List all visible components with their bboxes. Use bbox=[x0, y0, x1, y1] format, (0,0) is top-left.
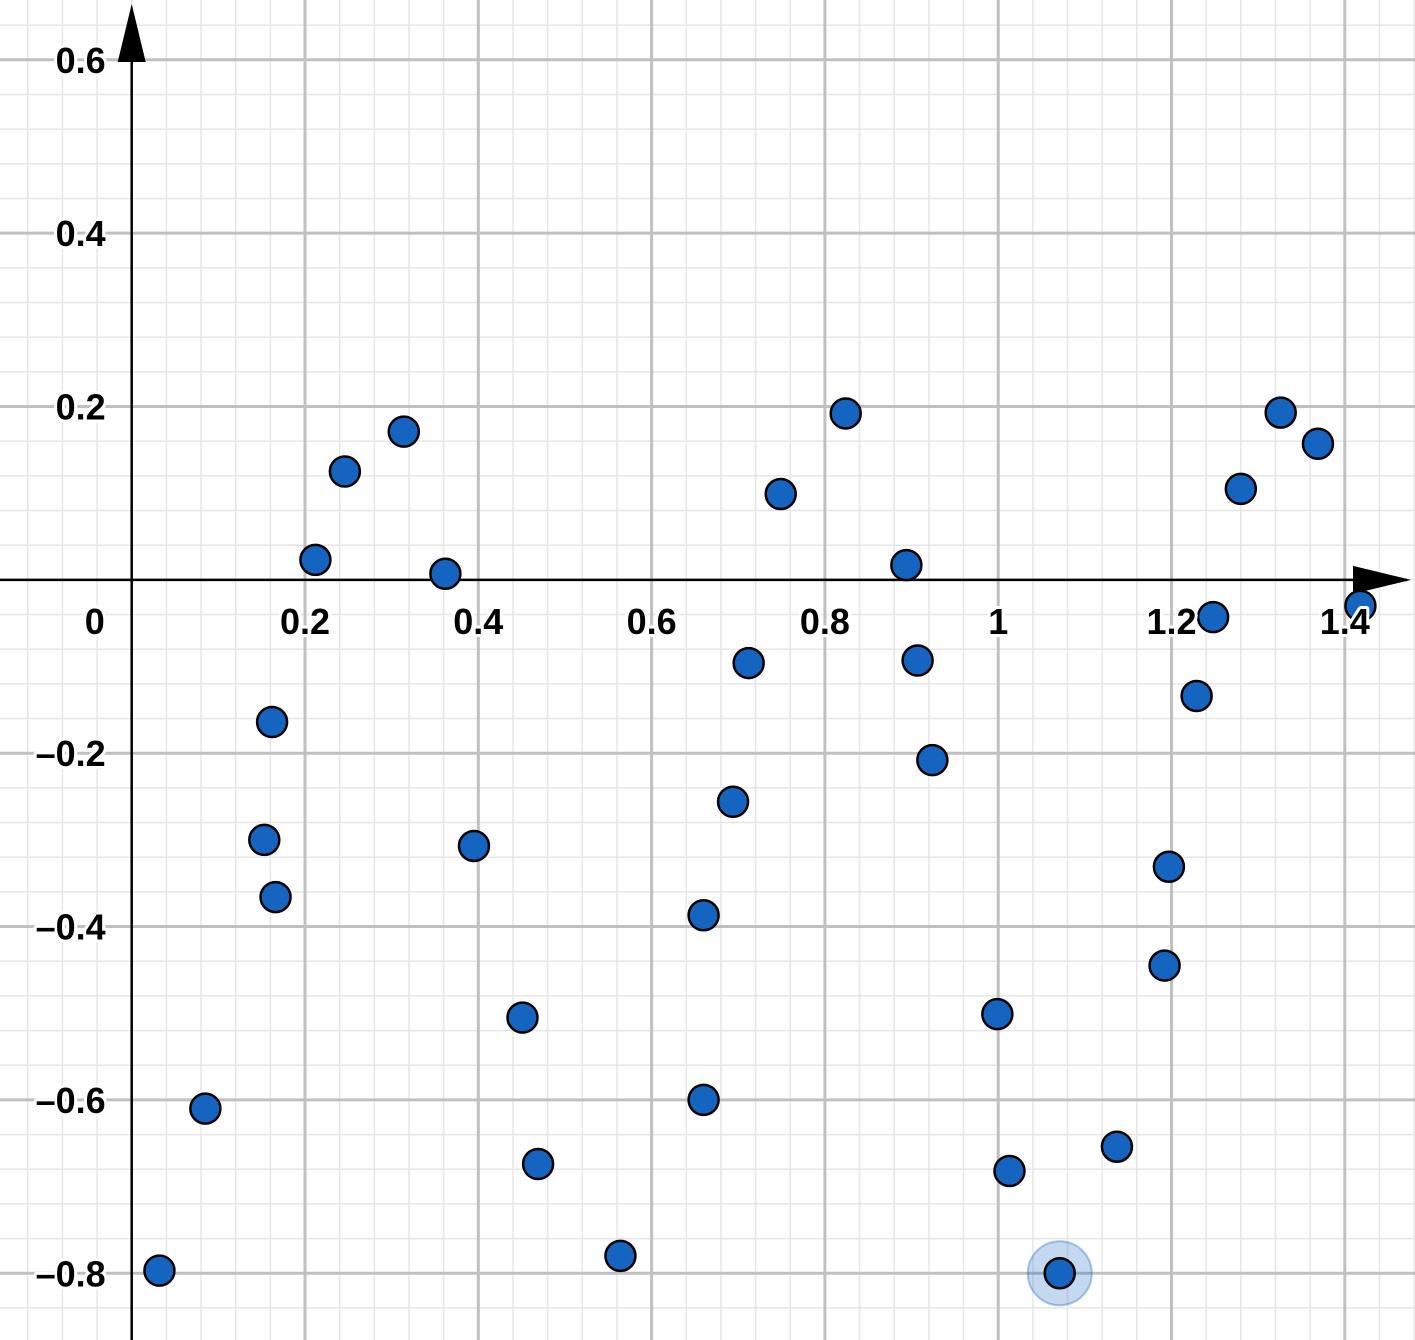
x-tick-label: 0.2 bbox=[280, 601, 330, 642]
point[interactable] bbox=[1301, 427, 1335, 461]
point[interactable] bbox=[1100, 1130, 1134, 1163]
point[interactable] bbox=[1224, 472, 1258, 506]
point[interactable] bbox=[916, 743, 949, 777]
point[interactable] bbox=[687, 899, 720, 932]
x-tick-label: 0.8 bbox=[800, 601, 850, 642]
point[interactable] bbox=[993, 1154, 1026, 1188]
x-tick-label: 1 bbox=[988, 601, 1008, 642]
y-tick-label: –0.8 bbox=[36, 1253, 106, 1294]
point[interactable] bbox=[429, 557, 462, 591]
point[interactable] bbox=[1043, 1257, 1076, 1290]
point[interactable] bbox=[732, 646, 765, 680]
y-tick-label: 0.6 bbox=[56, 40, 106, 81]
point[interactable] bbox=[1180, 679, 1213, 713]
point[interactable] bbox=[328, 455, 362, 488]
point[interactable] bbox=[981, 997, 1014, 1031]
point[interactable] bbox=[604, 1239, 637, 1273]
point[interactable] bbox=[764, 477, 797, 511]
x-axis-arrow bbox=[1353, 565, 1411, 594]
y-tick-label: 0.2 bbox=[56, 387, 106, 428]
point[interactable] bbox=[506, 1001, 539, 1034]
point[interactable] bbox=[1344, 589, 1377, 623]
point[interactable] bbox=[1196, 600, 1230, 634]
point[interactable] bbox=[890, 548, 923, 582]
point[interactable] bbox=[248, 823, 281, 857]
axes bbox=[0, 4, 1411, 1340]
y-tick-label: –0.4 bbox=[36, 907, 106, 948]
point[interactable] bbox=[255, 705, 289, 739]
point[interactable] bbox=[716, 785, 750, 818]
y-tick-label: –0.6 bbox=[36, 1080, 106, 1121]
x-tick-label: 0.6 bbox=[627, 601, 677, 642]
point[interactable] bbox=[1152, 850, 1186, 884]
point[interactable] bbox=[1148, 949, 1181, 982]
point[interactable] bbox=[521, 1147, 555, 1181]
point[interactable] bbox=[457, 829, 491, 863]
y-axis-arrow bbox=[117, 4, 146, 62]
x-tick-label: 1.2 bbox=[1146, 601, 1196, 642]
points bbox=[143, 396, 1377, 1307]
x-tick-label: 0.4 bbox=[453, 601, 503, 642]
tick-labels: 0 0.2 0.4 0.6 0.8 1 1.2 1.4 –0.8 –0.6 –0.4 –0.2 0.2 0… bbox=[33, 37, 1373, 1297]
point[interactable] bbox=[1264, 396, 1297, 429]
point[interactable] bbox=[829, 397, 862, 430]
point[interactable] bbox=[189, 1092, 222, 1125]
point[interactable] bbox=[387, 415, 421, 448]
point[interactable] bbox=[299, 543, 332, 577]
point[interactable] bbox=[687, 1083, 720, 1117]
x-tick-label: 0 bbox=[85, 601, 105, 642]
x-tick-label: 1.4 bbox=[1320, 601, 1370, 642]
y-tick-label: –0.2 bbox=[36, 733, 106, 774]
point[interactable] bbox=[901, 644, 934, 677]
y-tick-label: 0.4 bbox=[56, 213, 106, 254]
point[interactable] bbox=[143, 1254, 176, 1287]
point[interactable] bbox=[259, 880, 292, 914]
